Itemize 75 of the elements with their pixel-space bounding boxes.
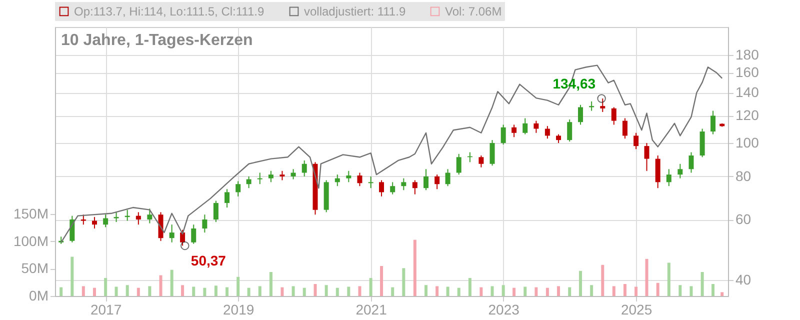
y-tick-label: 80 xyxy=(736,168,752,184)
candlestick xyxy=(368,176,374,189)
x-tick-label: 2021 xyxy=(356,302,388,318)
legend-label: volladjustiert: 111.9 xyxy=(304,4,406,18)
candlestick xyxy=(268,170,274,183)
candlestick xyxy=(224,188,230,208)
candlestick xyxy=(70,215,75,243)
candlestick xyxy=(401,178,406,191)
x-tick-label: 2025 xyxy=(620,302,652,318)
candlestick xyxy=(688,152,694,174)
candlestick xyxy=(191,224,196,244)
y-tick-label: 40 xyxy=(736,272,752,288)
y-tick-label: 140 xyxy=(736,84,760,100)
candlestick xyxy=(490,140,495,166)
candlestick xyxy=(678,163,683,179)
candlestick xyxy=(412,180,418,195)
y2-tick-label: 50M xyxy=(21,260,48,276)
candlestick xyxy=(423,168,428,191)
candlestick xyxy=(478,155,484,168)
candlestick xyxy=(534,120,539,134)
candlestick xyxy=(500,124,506,146)
candlestick xyxy=(578,104,583,126)
y-tick-label: 120 xyxy=(736,107,760,124)
candlestick xyxy=(246,176,252,189)
candlestick xyxy=(434,174,440,190)
candlestick xyxy=(236,180,241,197)
candlestick xyxy=(136,212,141,226)
candlestick xyxy=(445,168,450,187)
candlestick xyxy=(147,208,152,224)
line-series xyxy=(60,64,723,243)
y-tick-label: 100 xyxy=(736,134,760,151)
candlestick xyxy=(114,212,119,223)
candlestick xyxy=(544,126,550,140)
candlestick xyxy=(202,214,208,234)
x-tick-label: 2019 xyxy=(223,302,254,318)
candlestick xyxy=(456,153,462,176)
y-tick-label: 180 xyxy=(736,46,760,62)
candlestick xyxy=(357,172,362,187)
candlestick xyxy=(644,142,650,172)
legend-label: Vol: 7.06M xyxy=(445,4,502,18)
candlestick xyxy=(390,182,396,195)
candlestick xyxy=(346,170,352,183)
candlestick xyxy=(379,180,384,197)
x-tick-label: 2023 xyxy=(488,302,520,318)
candlestick xyxy=(80,214,86,226)
candlestick xyxy=(334,174,340,187)
candlestick xyxy=(103,214,108,228)
candlestick xyxy=(92,216,97,230)
candlestick xyxy=(567,119,572,142)
chart-title: 10 Jahre, 1-Tages-Kerzen xyxy=(61,32,253,49)
candlestick xyxy=(611,106,616,126)
candlestick xyxy=(600,98,606,113)
candlestick xyxy=(213,200,218,223)
candlestick xyxy=(522,118,528,135)
candlestick xyxy=(302,160,307,177)
x-tick-label: 2017 xyxy=(90,302,122,318)
candlestick xyxy=(180,229,186,246)
candlestick xyxy=(257,172,262,185)
candlestick xyxy=(290,168,296,180)
y-tick-label: 160 xyxy=(736,64,760,80)
y2-tick-label: 0M xyxy=(29,288,48,304)
candlestick xyxy=(622,118,628,140)
annotation: 50,37 xyxy=(190,252,226,269)
y2-tick-label: 100M xyxy=(13,232,48,249)
candlestick xyxy=(158,212,164,242)
y2-tick-label: 150M xyxy=(13,206,48,222)
legend-label: Op:113.7, Hi:114, Lo:111.5, Cl:111.9 xyxy=(74,4,264,18)
candlestick xyxy=(655,155,660,189)
candlestick xyxy=(666,168,672,187)
candlestick xyxy=(169,224,174,243)
candlestick xyxy=(634,132,639,150)
y-tick-label: 60 xyxy=(736,211,752,228)
candlestick xyxy=(512,124,517,138)
candlestick xyxy=(280,170,285,181)
candlestick xyxy=(710,110,716,135)
